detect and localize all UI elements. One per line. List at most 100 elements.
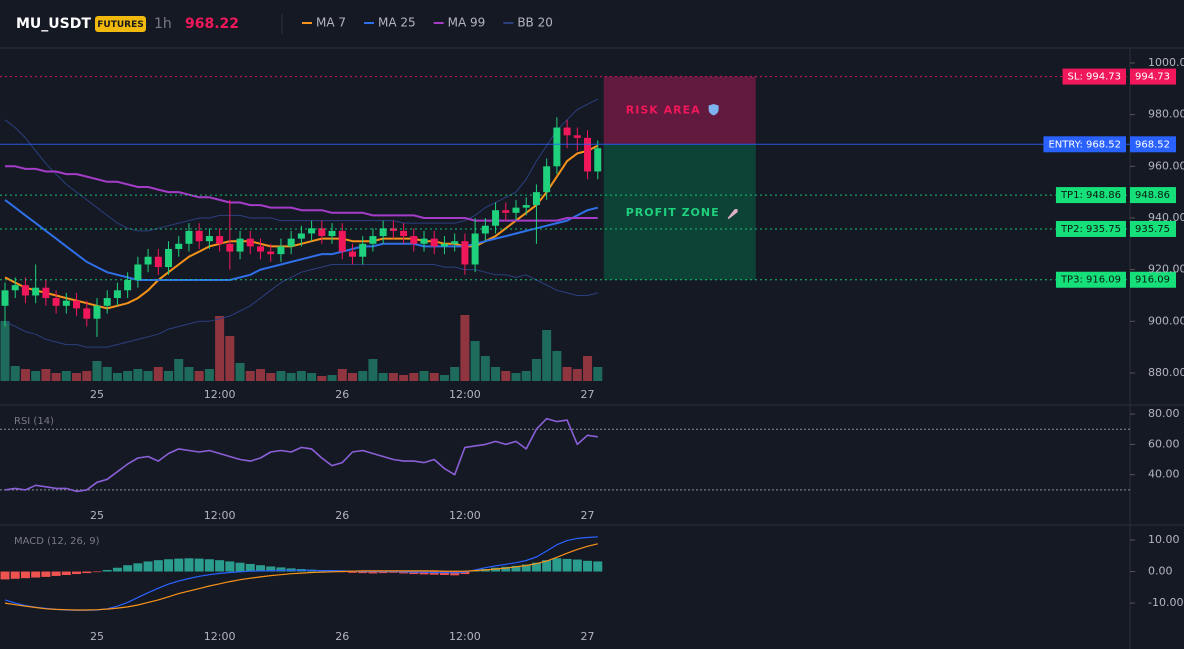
histogram-bar [123,565,133,572]
axis-tag: 916.09 [1135,275,1170,286]
volume-bar [368,359,378,381]
histogram-bar [194,558,204,572]
volume-bar [20,369,30,381]
histogram-bar [174,558,184,572]
volume-bar [51,373,61,381]
candle-body [124,279,132,291]
moving-average [4,199,599,281]
histogram-bar [501,566,511,572]
volume-bar [378,373,388,381]
candle-body [236,238,244,252]
x-tick-label: 27 [581,630,595,643]
histogram-bar [204,559,214,572]
candle-body [328,230,336,237]
candle-body [338,230,346,252]
candle-body [573,135,581,138]
volume-bar [439,375,449,381]
candle-body [308,228,316,234]
level-tag: TP3: 916.09 [1060,275,1121,286]
histogram-bar [61,571,71,575]
candle-body [410,236,418,244]
candle-body [287,238,295,247]
volume-bar [31,371,41,381]
candle-body [216,236,224,244]
last-price: 968.22 [185,16,239,32]
histogram-bar [41,571,51,577]
symbol: MU_USDT [16,16,91,32]
histogram-bar [552,558,562,572]
volume-bar [41,369,51,381]
x-tick-label: 12:00 [449,509,481,522]
histogram-bar [562,558,572,572]
candle-body [318,228,326,237]
histogram-bar [531,562,541,572]
y-tick-label: -10.00 [1148,596,1183,609]
histogram-bar [0,571,10,580]
candle-body [512,207,520,213]
volume-bar [399,375,409,381]
x-tick-label: 27 [581,509,595,522]
histogram-bar [245,563,255,572]
volume-bar [133,369,143,381]
volume-bar [256,369,265,381]
candle-body [553,127,561,167]
axis-tag-bg [1130,68,1176,85]
macd-line [4,543,598,611]
volume-bar [143,371,153,381]
volume-bar [164,371,174,381]
legend-label: MA 25 [378,16,416,30]
badge: FUTURES [97,20,143,30]
zone-label: PROFIT ZONE [626,206,720,219]
level-tag: ENTRY: 968.52 [1048,139,1121,150]
y-tick-label: 900.00 [1148,314,1184,327]
zone [603,76,756,145]
candle-body [257,246,264,252]
volume-bar [276,371,286,381]
y-tick-label: 0.00 [1148,565,1173,578]
y-tick-label: 920.00 [1148,263,1184,276]
volume-bar [450,367,460,381]
x-tick-label: 27 [581,388,595,401]
histogram-bar [521,564,531,572]
zone-label: RISK AREA [626,103,701,116]
histogram-bar [112,567,122,572]
histogram-bar [20,571,30,579]
x-tick-label: 12:00 [449,388,481,401]
volume-bar [317,376,327,381]
candle-body [543,166,551,193]
volume-bar [204,369,214,381]
volume-bar [0,321,10,381]
y-tick-label: 80.00 [1148,407,1180,420]
axis-tag: 935.75 [1135,224,1170,235]
candle-body [369,236,377,244]
y-tick-label: 880.00 [1148,366,1184,379]
histogram-bar [235,562,245,572]
histogram-bar [368,571,378,574]
histogram-bar [450,571,460,576]
level-tag-bg [1055,220,1126,237]
volume-bar [480,356,490,381]
candle-body [532,192,540,206]
level-tag: SL: 994.73 [1068,72,1121,83]
x-tick-label: 25 [90,388,104,401]
candle-body [297,233,305,239]
candle-body [73,300,81,309]
volume-bar [215,316,225,381]
histogram-bar [31,571,41,578]
volume-bar [327,375,337,381]
histogram-bar [388,571,398,573]
candle-body [389,228,397,231]
candle-body [62,300,70,306]
histogram-bar [225,561,235,572]
band-upper [4,98,599,232]
level-tag: TP2: 935.75 [1060,224,1121,235]
candle-body [471,233,479,265]
volume-bar [184,367,194,381]
volume-bar [593,367,603,381]
candle-body [21,285,29,296]
histogram-bar [347,571,357,573]
histogram-bar [215,560,225,572]
histogram-bar [470,570,480,572]
volume-bar [409,373,419,381]
candle-body [52,298,60,306]
